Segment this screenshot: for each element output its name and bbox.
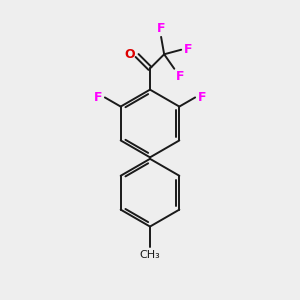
Text: F: F (176, 70, 184, 83)
Text: CH₃: CH₃ (140, 250, 160, 260)
Text: F: F (94, 91, 103, 104)
Text: F: F (184, 43, 192, 56)
Text: F: F (157, 22, 165, 34)
Text: F: F (197, 91, 206, 104)
Text: O: O (124, 48, 135, 62)
